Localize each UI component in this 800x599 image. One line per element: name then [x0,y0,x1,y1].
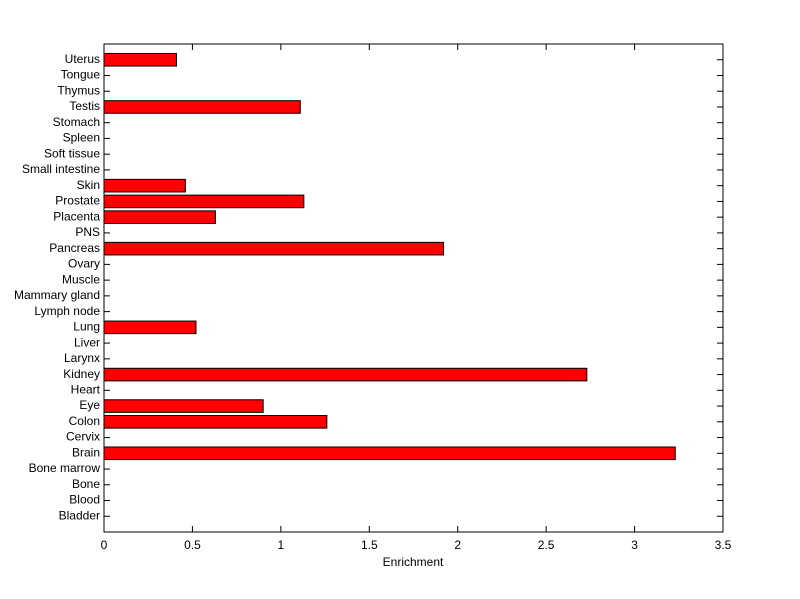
bar [103,367,588,382]
y-tick-label: PNS [75,225,100,239]
x-tick-label: 0 [101,538,108,552]
x-tick-label: 3 [631,538,638,552]
y-tick-label: Bladder [59,508,100,522]
x-tick-label: 3.5 [715,538,732,552]
y-tick-label: Uterus [65,52,100,66]
bar [103,446,676,461]
bar [103,194,305,209]
bar [103,399,264,413]
y-tick-label: Liver [74,335,100,349]
x-axis-label: Enrichment [383,555,444,569]
y-tick-label: Prostate [55,194,100,208]
y-tick-label: Brain [72,445,100,459]
y-tick-label: Pancreas [49,241,100,255]
y-tick-label: Ovary [68,257,100,271]
y-tick-label: Soft tissue [44,146,100,160]
y-tick-label: Eye [79,398,100,412]
y-tick-label: Placenta [53,209,100,223]
bar [103,210,216,224]
y-tick-label: Colon [69,414,100,428]
y-tick-label: Muscle [62,272,100,286]
y-tick-label: Thymus [57,83,100,97]
bar [103,178,186,193]
bar [103,100,301,114]
y-tick-label: Larynx [64,351,100,365]
bar [103,241,445,256]
x-tick-label: 0.5 [184,538,201,552]
y-tick-label: Skin [77,178,100,192]
y-tick-label: Testis [69,99,100,113]
y-tick-label: Kidney [63,367,100,381]
y-tick-label: Tongue [61,68,101,82]
y-tick-label: Lung [73,320,100,334]
y-tick-label: Lymph node [34,304,100,318]
y-tick-label: Cervix [66,430,100,444]
bar [103,415,328,429]
bar [103,52,178,67]
y-tick-label: Blood [69,493,100,507]
x-tick-label: 2.5 [538,538,555,552]
y-tick-label: Small intestine [22,162,100,176]
bar [103,320,197,335]
x-tick-label: 1 [278,538,285,552]
x-tick-label: 2 [454,538,461,552]
y-tick-label: Bone [72,477,100,491]
y-tick-label: Mammary gland [14,288,100,302]
y-tick-label: Spleen [63,131,100,145]
y-tick-label: Heart [71,382,101,396]
x-tick-label: 1.5 [361,538,378,552]
y-tick-label: Bone marrow [29,461,101,475]
y-tick-label: Stomach [53,115,100,129]
